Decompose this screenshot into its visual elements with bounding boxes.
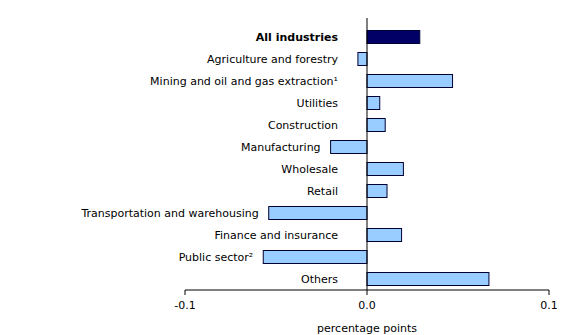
bar [263,251,367,264]
category-label: Finance and insurance [214,229,338,242]
bar [367,229,402,242]
bar [367,273,489,286]
bar [269,207,367,220]
category-label: Others [301,273,338,286]
bar [367,119,385,132]
category-label: Wholesale [281,163,338,176]
bar [367,163,403,176]
category-label: Public sector² [179,251,254,264]
bar [358,53,367,66]
category-label: All industries [256,31,339,44]
zero-line [367,18,368,290]
category-label: Manufacturing [241,141,321,154]
bar [367,97,380,110]
bar [331,141,367,154]
axis-label: percentage points [317,322,417,335]
tick-label: 0.1 [540,299,558,312]
tick-label: -0.1 [174,299,195,312]
chart: All industries Agriculture and forestry Mi… [0,0,580,335]
category-label: Construction [268,119,338,132]
tick-mark [185,290,186,295]
bar [367,31,420,44]
category-labels: All industries Agriculture and forestry Mi… [80,31,338,286]
bar [367,185,387,198]
category-label: Transportation and warehousing [80,207,258,220]
bars [263,31,489,286]
category-label: Utilities [297,97,339,110]
bar [367,75,453,88]
x-ticks: -0.1 0.0 0.1 [174,290,557,312]
category-label: Agriculture and forestry [207,53,338,66]
tick-mark [549,290,550,295]
tick-mark [367,290,368,295]
tick-label: 0.0 [358,299,376,312]
category-label: Retail [307,185,338,198]
category-label: Mining and oil and gas extraction¹ [150,75,338,88]
